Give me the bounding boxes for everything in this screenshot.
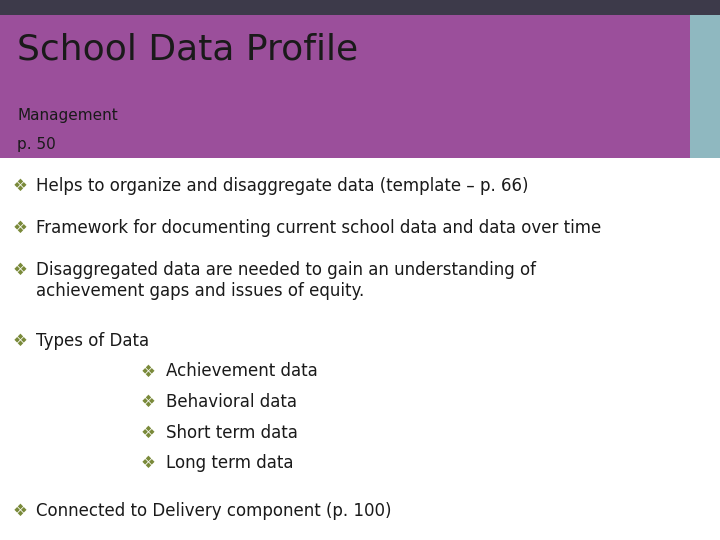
Text: School Data Profile: School Data Profile (17, 32, 359, 66)
Text: ❖: ❖ (13, 502, 28, 520)
Text: Long term data: Long term data (166, 454, 293, 472)
Text: ❖: ❖ (140, 454, 156, 472)
Text: Helps to organize and disaggregate data (template – p. 66): Helps to organize and disaggregate data … (36, 177, 528, 195)
Text: Connected to Delivery component (p. 100): Connected to Delivery component (p. 100) (36, 502, 392, 520)
Text: p. 50: p. 50 (17, 137, 56, 152)
Text: Behavioral data: Behavioral data (166, 393, 297, 411)
Text: Types of Data: Types of Data (36, 332, 149, 350)
Text: ❖: ❖ (13, 261, 28, 279)
Text: Disaggregated data are needed to gain an understanding of
achievement gaps and i: Disaggregated data are needed to gain an… (36, 261, 536, 300)
Text: ❖: ❖ (13, 219, 28, 237)
Text: ❖: ❖ (140, 423, 156, 442)
Text: ❖: ❖ (13, 177, 28, 195)
Text: Achievement data: Achievement data (166, 362, 318, 381)
Text: ❖: ❖ (13, 332, 28, 350)
Text: ❖: ❖ (140, 362, 156, 381)
Text: Framework for documenting current school data and data over time: Framework for documenting current school… (36, 219, 601, 237)
Text: Short term data: Short term data (166, 423, 297, 442)
Text: ❖: ❖ (140, 393, 156, 411)
Text: Management: Management (17, 108, 118, 123)
